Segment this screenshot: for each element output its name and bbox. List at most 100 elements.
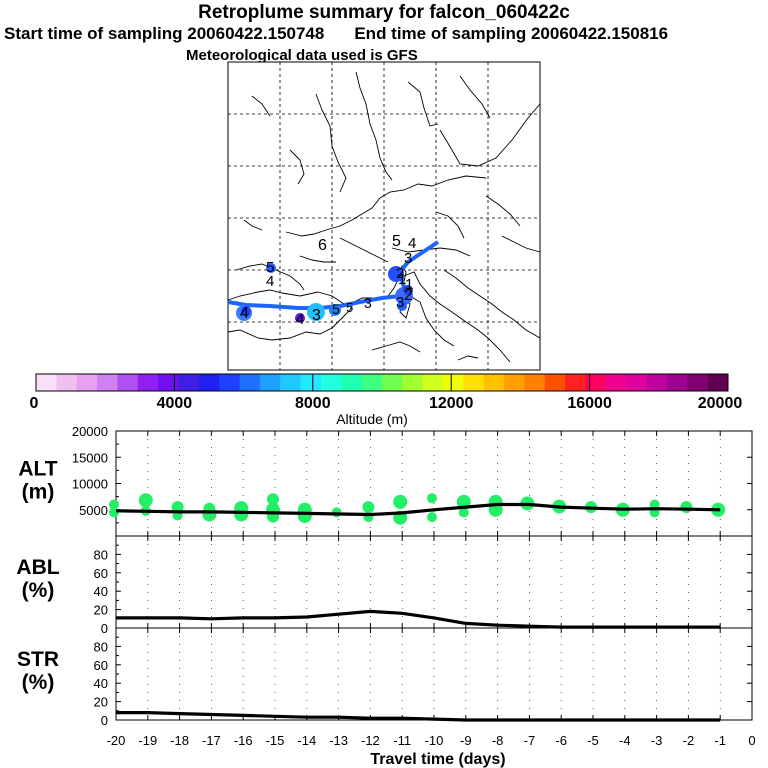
map-plume-marker xyxy=(307,303,325,321)
colorbar-segment xyxy=(178,374,200,391)
map-plume-marker xyxy=(329,304,341,316)
x-tick-label: -13 xyxy=(329,733,348,748)
x-tick-label: -9 xyxy=(460,733,472,748)
alt-scatter-point xyxy=(362,501,375,514)
alt-scatter-point xyxy=(649,499,660,510)
colorbar-segment xyxy=(361,374,383,391)
x-tick-label: -11 xyxy=(393,733,411,748)
alt-scatter-point xyxy=(109,499,119,510)
end-time-label: End time of sampling 20060422.150816 xyxy=(354,24,669,43)
met-data-label: Meteorological data used is GFS xyxy=(186,47,418,64)
colorbar-segment xyxy=(626,374,648,391)
colorbar-segment xyxy=(544,374,566,391)
colorbar-segment xyxy=(463,374,485,391)
x-tick-label: -5 xyxy=(587,733,599,748)
y-tick-label: 10000 xyxy=(72,477,108,492)
colorbar-segments xyxy=(36,374,729,391)
panel-ylabel: ALT xyxy=(18,458,57,481)
alt-scatter-point xyxy=(393,494,408,509)
map-day-label: 4 xyxy=(240,305,249,322)
colorbar: 0 4000 8000 12000 16000 20000 Altitude (m) xyxy=(30,373,742,427)
coastlines xyxy=(227,71,541,363)
timeseries-panels: 5000100001500020000ALT(m)020406080ABL(%)… xyxy=(16,424,755,768)
map-plume-track xyxy=(227,240,440,310)
y-tick-label: 5000 xyxy=(79,503,108,518)
map-plume-marker xyxy=(403,285,413,295)
x-tick-label: -8 xyxy=(492,733,504,748)
colorbar-segment xyxy=(443,374,464,391)
y-tick-label: 15000 xyxy=(72,450,108,465)
panel-ylabel: STR xyxy=(17,648,59,671)
colorbar-segment xyxy=(36,374,57,391)
panel-frame xyxy=(115,535,753,629)
map-plume-marker xyxy=(266,263,276,273)
y-tick-label: 60 xyxy=(94,658,108,673)
map-day-label: 5 xyxy=(266,259,274,276)
x-tick-label: 0 xyxy=(748,733,755,748)
alt-scatter-point xyxy=(427,512,437,523)
x-tick-label: -10 xyxy=(425,733,444,748)
alt-scatter-point xyxy=(458,507,469,518)
colorbar-segment xyxy=(707,374,729,391)
colorbar-title: Altitude (m) xyxy=(336,411,408,427)
y-tick-label: 20 xyxy=(94,695,108,710)
colorbar-segment xyxy=(646,374,668,391)
sampling-times: Start time of sampling 20060422.150748 En… xyxy=(4,24,768,44)
x-tick-label: -4 xyxy=(619,733,631,748)
panel-abl: 0 20 40 60 80 ABL(%) xyxy=(16,535,753,636)
x-tick-label: -6 xyxy=(555,733,567,748)
map-day-label: 2 xyxy=(396,265,404,282)
colorbar-segment xyxy=(483,374,505,391)
alt-scatter-point xyxy=(297,509,312,524)
map-frame xyxy=(227,61,541,371)
colorbar-segment xyxy=(219,374,241,391)
alt-scatter-point xyxy=(171,501,184,514)
x-tick-label: -14 xyxy=(297,733,316,748)
page-title: Retroplume summary for falcon_060422c xyxy=(198,2,570,23)
map-plume-marker xyxy=(397,301,407,311)
series-line xyxy=(116,609,721,629)
colorbar-segment xyxy=(97,374,118,391)
colorbar-segment xyxy=(280,374,302,391)
colorbar-segment xyxy=(565,374,587,391)
colorbar-segment xyxy=(382,374,403,391)
colorbar-segment xyxy=(320,374,342,391)
map-plume-marker xyxy=(295,313,305,323)
map-day-label: 5 xyxy=(346,300,353,315)
colorbar-segment xyxy=(76,374,98,391)
map-plume-marker xyxy=(388,266,404,282)
map-day-label: 3 xyxy=(404,250,412,267)
panel-frame xyxy=(115,627,753,721)
panel-ylabel: (m) xyxy=(22,481,55,504)
alt-scatter-point xyxy=(202,507,217,522)
y-tick-label: 80 xyxy=(94,639,108,654)
map-day-label: 3 xyxy=(312,307,321,324)
colorbar-segment xyxy=(585,374,607,391)
colorbar-segment xyxy=(605,374,627,391)
colorbar-segment xyxy=(524,374,546,391)
map-day-label: 4 xyxy=(266,273,274,290)
colorbar-segment xyxy=(687,374,709,391)
x-tick-label: -12 xyxy=(361,733,380,748)
colorbar-tick-label: 0 xyxy=(30,395,39,412)
alt-scatter-point xyxy=(680,501,693,514)
y-tick-label: 20 xyxy=(94,603,108,618)
colorbar-frame xyxy=(35,373,729,392)
colorbar-segment xyxy=(158,374,179,391)
start-time-label: Start time of sampling 20060422.150748 xyxy=(4,24,325,43)
y-tick-label: 40 xyxy=(94,676,108,691)
map-day-label: 6 xyxy=(318,237,327,254)
colorbar-segment xyxy=(504,374,525,391)
y-tick-label: 40 xyxy=(94,584,108,599)
x-tick-label: -2 xyxy=(683,733,695,748)
map-day-label: 5 xyxy=(392,233,401,250)
colorbar-segment xyxy=(56,374,78,391)
y-tick-label: 60 xyxy=(94,566,108,581)
map-day-label: 3 xyxy=(396,294,404,311)
panel-alt: 5000 10000 15000 20000 ALT(m) xyxy=(18,424,753,537)
map-day-label: 1 xyxy=(398,271,406,288)
x-tick-label: -20 xyxy=(107,733,126,748)
